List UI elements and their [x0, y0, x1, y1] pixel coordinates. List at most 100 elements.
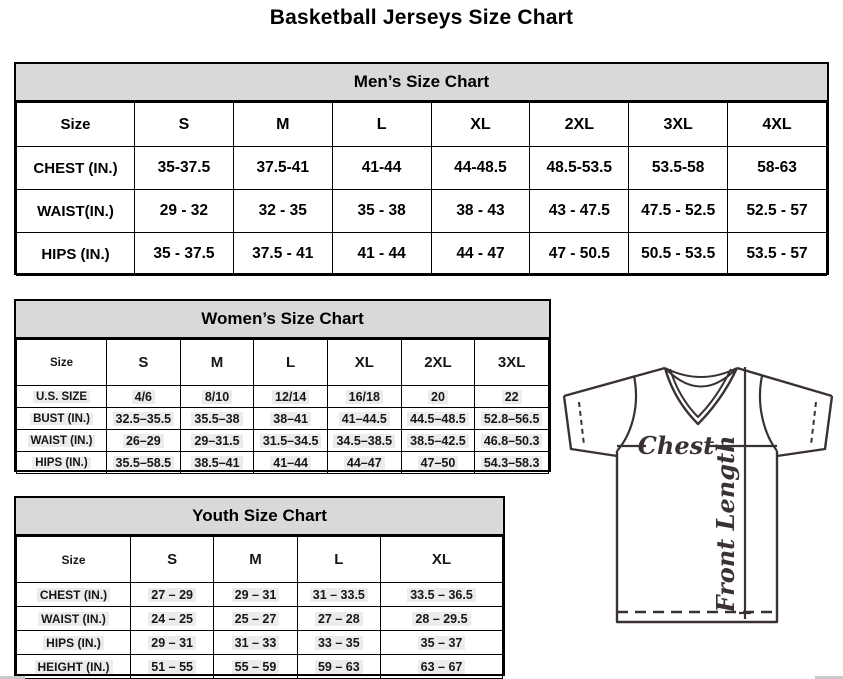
size-value-cell: 46.8–50.3	[474, 429, 549, 452]
cell-text: U.S. SIZE	[32, 390, 91, 403]
cell-text: 4/6	[131, 389, 156, 404]
size-value-cell: 29 – 31	[213, 582, 298, 607]
column-header-row: Size S M L XL 2XL 3XL 4XL	[16, 102, 827, 147]
column-header: M	[232, 102, 333, 147]
cell-text: 25 – 27	[231, 611, 280, 626]
column-header: Size	[16, 536, 131, 583]
table-row: CHEST (IN.) 35-37.5 37.5-41 41-44 44-48.5 48.…	[16, 146, 827, 190]
size-value-cell: 26–29	[106, 429, 181, 452]
table-row: WAIST (IN.) 24 – 25 25 – 27 27 – 28 28 – 29.…	[16, 606, 503, 631]
column-header: XL	[326, 339, 402, 386]
column-header: Size	[16, 102, 135, 147]
jersey-collar-back-arc-1	[664, 367, 738, 378]
cell-text: 35.5–38	[191, 411, 243, 426]
cell-text: 31 – 33.5	[309, 587, 368, 602]
jersey-body-outline	[615, 451, 779, 624]
jersey-right-armhole-seam	[758, 375, 778, 452]
cell-text: 41-44	[361, 159, 402, 176]
size-value-cell: 38 - 43	[430, 189, 531, 233]
jersey-right-shoulder	[736, 366, 833, 398]
size-value-cell: 35 - 38	[331, 189, 432, 233]
page-title: Basketball Jerseys Size Chart	[269, 6, 574, 29]
size-value-cell: 41–44.5	[326, 407, 402, 430]
cell-text: L	[286, 354, 296, 371]
youth-size-chart: Youth Size Chart Size S M L XL CHEST (IN.) 27 …	[14, 496, 505, 679]
size-value-cell: 12/14	[253, 385, 328, 408]
size-value-cell: 32.5–35.5	[106, 407, 181, 430]
size-value-cell: 37.5-41	[232, 146, 333, 190]
size-value-cell: 27 – 29	[129, 582, 215, 607]
size-value-cell: 50.5 - 53.5	[628, 232, 729, 276]
cell-text: 29 – 31	[148, 635, 197, 650]
cell-text: 31.5–34.5	[259, 433, 322, 448]
womens-size-chart: Women’s Size Chart Size S M L XL 2XL 3XL U.S. S…	[14, 299, 551, 474]
cell-text: 16/18	[345, 389, 383, 404]
size-value-cell: 38.5–41	[179, 451, 255, 474]
cell-text: 44.5–48.5	[407, 411, 469, 426]
size-value-cell: 28 – 29.5	[380, 606, 503, 631]
cell-text: 59 – 63	[314, 659, 363, 674]
table-row: HIPS (IN.) 35 - 37.5 37.5 - 41 41 - 44 44 - …	[16, 232, 827, 276]
cell-text: L	[334, 551, 344, 568]
cell-text: WAIST (IN.)	[38, 611, 109, 626]
cell-text: 53.5 - 57	[746, 245, 808, 262]
size-value-cell: 47.5 - 52.5	[628, 189, 729, 233]
front-length-label: Front Length	[711, 435, 740, 613]
size-value-cell: 47 - 50.5	[529, 232, 630, 276]
size-value-cell: 25 – 27	[213, 606, 298, 631]
cell-text: S	[167, 551, 178, 568]
cell-text: 2XL	[424, 354, 452, 371]
cell-text: 58-63	[757, 159, 797, 176]
cell-text: 43 - 47.5	[548, 202, 610, 219]
jersey-collar-inner-v	[669, 368, 732, 418]
cell-text: 63 – 67	[417, 659, 466, 674]
size-value-cell: 37.5 - 41	[232, 232, 333, 276]
mens-table-title: Men’s Size Chart	[16, 64, 827, 102]
column-header: 3XL	[628, 102, 729, 147]
cell-text: WAIST(IN.)	[37, 202, 114, 220]
cell-text: 8/10	[201, 389, 233, 404]
size-value-cell: 8/10	[179, 385, 255, 408]
cell-text: 54.3–58.3	[480, 455, 543, 470]
cell-text: 47 - 50.5	[548, 245, 610, 262]
row-label: WAIST (IN.)	[16, 606, 131, 631]
column-header: M	[179, 339, 255, 386]
cutoff-element-left	[0, 676, 25, 679]
table-row: WAIST(IN.) 29 - 32 32 - 35 35 - 38 38 - 43 43…	[16, 189, 827, 233]
cell-text: HIPS (IN.)	[32, 456, 91, 469]
cell-text: XL	[470, 115, 491, 133]
cell-text: XL	[354, 354, 374, 371]
size-value-cell: 54.3–58.3	[474, 451, 549, 474]
cell-text: WAIST (IN.)	[27, 434, 96, 447]
size-value-cell: 32 - 35	[232, 189, 333, 233]
jersey-collar-back-arc-2	[665, 368, 737, 388]
column-header: 2XL	[529, 102, 630, 147]
cell-text: 35-37.5	[157, 159, 211, 176]
cell-text: Size	[60, 116, 91, 133]
size-value-cell: 20	[400, 385, 476, 408]
cell-text: 52.5 - 57	[746, 202, 808, 219]
column-header: M	[213, 536, 298, 583]
cell-text: 31 – 33	[231, 635, 280, 650]
youth-table-title: Youth Size Chart	[16, 498, 503, 536]
row-label: WAIST (IN.)	[16, 429, 107, 452]
cell-text: 34.5–38.5	[333, 433, 396, 448]
size-value-cell: 29 – 31	[129, 630, 215, 655]
cell-text: 33.5 – 36.5	[407, 587, 476, 602]
cell-text: 47–50	[417, 455, 459, 470]
cell-text: S	[138, 354, 149, 371]
cell-text: 44-48.5	[454, 159, 507, 176]
cell-text: 53.5-58	[651, 159, 705, 176]
cell-text: 12/14	[272, 389, 310, 404]
cell-text: 26–29	[122, 433, 164, 448]
cell-text: BUST (IN.)	[30, 412, 93, 425]
size-value-cell: 53.5-58	[628, 146, 729, 190]
size-value-cell: 35.5–38	[179, 407, 255, 430]
row-label: WAIST(IN.)	[16, 189, 135, 233]
cell-text: 41 - 44	[357, 245, 406, 262]
cell-text: 35 - 38	[357, 202, 406, 219]
cell-text: 22	[501, 389, 522, 404]
column-header: Size	[16, 339, 107, 386]
cell-text: 38 - 43	[456, 202, 505, 219]
cell-text: M	[276, 115, 290, 133]
